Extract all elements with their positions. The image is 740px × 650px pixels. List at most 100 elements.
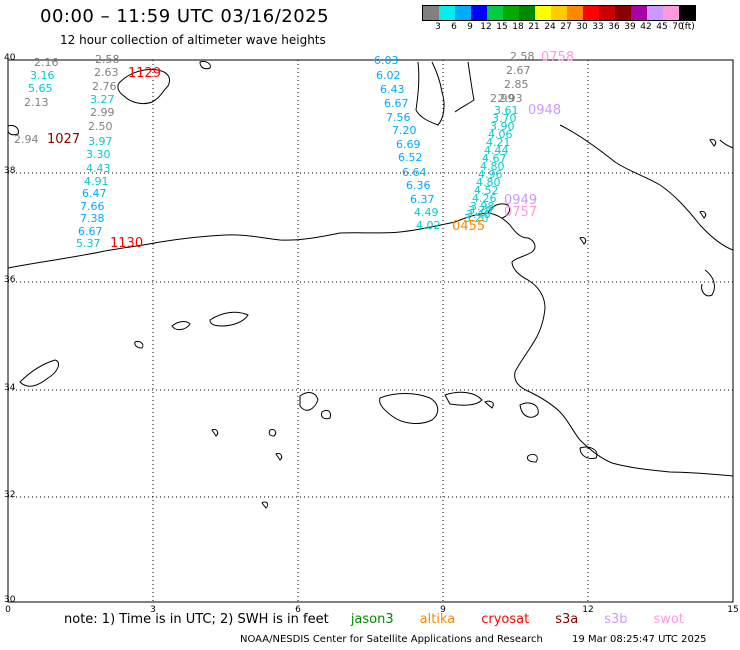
gulf-of-tunis <box>487 203 511 219</box>
wave-height-label: 6.64 <box>402 166 427 179</box>
footer-note: note: 1) Time is in UTC; 2) SWH is in fe… <box>64 612 728 627</box>
wave-height-label: 2.50 <box>88 120 113 133</box>
island-galite <box>209 311 249 327</box>
credit-timestamp: 19 Mar 08:25:47 UTC 2025 <box>572 634 707 645</box>
wave-height-label: 2.67 <box>506 64 531 77</box>
legend-tick-label: 30 <box>576 22 588 32</box>
legend-swatch <box>663 6 679 20</box>
pass-time-label: 1129 <box>128 66 161 81</box>
wave-height-label: 3.70 <box>492 112 517 125</box>
longitude-tick-label: 12 <box>582 605 593 615</box>
map-title: 00:00 – 11:59 UTC 03/16/2025 <box>40 6 330 27</box>
island-small-11 <box>261 501 269 509</box>
latitude-tick-label: 38 <box>4 166 16 176</box>
longitude-tick-label: 3 <box>150 605 156 615</box>
legend-swatch <box>631 6 647 20</box>
satellite-s3b: s3b <box>604 612 628 627</box>
sardinia-east <box>454 61 475 113</box>
longitude-tick-label: 6 <box>295 605 301 615</box>
wave-height-label: 3.90 <box>490 120 515 133</box>
island-small-7 <box>579 446 598 459</box>
satellite-jason3: jason3 <box>350 612 394 627</box>
legend-swatch <box>615 6 631 20</box>
note-text: note: 1) Time is in UTC; 2) SWH is in fe… <box>64 612 329 627</box>
wave-height-label: 7.20 <box>392 124 417 137</box>
wave-height-label: 2.58 <box>95 53 120 66</box>
coastlines <box>7 61 734 509</box>
wave-height-label: 4.80 <box>480 160 505 173</box>
island-kerkennah <box>134 341 144 349</box>
credit-line: NOAA/NESDIS Center for Satellite Applica… <box>240 634 707 645</box>
latitude-tick-label: 30 <box>4 595 16 605</box>
wave-height-label: 6.37 <box>410 193 435 206</box>
satellite-altika: altika <box>419 612 456 627</box>
island-djerba <box>19 359 59 387</box>
wave-height-label: 6.03 <box>374 54 399 67</box>
legend-swatch <box>519 6 535 20</box>
island-small-3 <box>299 392 319 411</box>
wave-height-label: 3.97 <box>88 135 113 148</box>
wave-height-label: 3.46 <box>466 208 491 221</box>
wave-height-label: 6.67 <box>384 97 409 110</box>
wave-height-label: 4.26 <box>472 192 497 205</box>
legend-tick-label: 18 <box>512 22 524 32</box>
legend-swatches <box>422 5 696 21</box>
island-pantelleria <box>171 321 191 331</box>
pass-time-label: 0949 <box>504 193 537 208</box>
longitude-tick-label: 0 <box>5 605 11 615</box>
wave-height-label: 4.44 <box>484 144 509 157</box>
longitude-tick-label: 9 <box>440 605 446 615</box>
legend-swatch <box>599 6 615 20</box>
wave-height-label: 2.16 <box>34 56 59 69</box>
wave-height-label: 4.91 <box>84 175 109 188</box>
sicily-east <box>719 139 734 149</box>
wave-height-label: 2.63 <box>94 66 119 79</box>
wave-height-label: 7.66 <box>80 200 105 213</box>
wave-height-label: 4.06 <box>488 128 513 141</box>
legend-tick-label: 36 <box>608 22 620 32</box>
legend-swatch <box>487 6 503 20</box>
mallorca-coast <box>117 69 171 105</box>
wave-height-label: 2.85 <box>504 78 529 91</box>
satellite-s3a: s3a <box>555 612 579 627</box>
wave-height-label: 4.52 <box>474 184 499 197</box>
wave-height-label: 3.27 <box>90 93 115 106</box>
pass-time-label: 1130 <box>110 236 143 251</box>
wave-height-labels: 2.16 2.583.16 2.635.65 2.762.13 3.272.992.50… <box>14 50 535 250</box>
latitude-labels: 40 38 36 34 32 30 <box>4 53 16 605</box>
wave-height-label: 3.98 <box>470 200 495 213</box>
legend-swatch <box>583 6 599 20</box>
wave-height-label: 5.37 <box>76 237 101 250</box>
sicily-coast <box>701 269 715 297</box>
wave-height-label: 3.20 <box>464 212 489 225</box>
wave-height-label: 2.99 <box>490 92 515 105</box>
wave-height-label: 4.02 <box>416 219 441 232</box>
legend-swatch <box>551 6 567 20</box>
ibiza-coast <box>7 125 19 136</box>
legend-tick-label: 12 <box>480 22 492 32</box>
legend-tick-label: (ft) <box>681 22 695 32</box>
wave-height-label: 6.36 <box>406 179 431 192</box>
pass-time-label: 0757 <box>504 205 537 220</box>
map-frame <box>7 59 734 603</box>
legend-tick-label: 33 <box>592 22 604 32</box>
legend-tick-label: 15 <box>496 22 508 32</box>
wave-height-label: 3.70 <box>468 204 493 217</box>
wave-height-label: 7.38 <box>80 212 105 225</box>
italy-coast <box>559 124 734 251</box>
wave-height-label: 2.76 <box>92 80 117 93</box>
wave-height-label: 6.52 <box>398 151 423 164</box>
legend-tick-label: 9 <box>467 22 473 32</box>
legend-ticks: 3 6 9 12 15 18 21 24 27 30 33 36 39 42 45 70 (ft) <box>422 21 696 35</box>
island-small-8 <box>527 453 538 463</box>
north-africa-coast <box>7 212 734 477</box>
island-small-9 <box>709 139 717 147</box>
island-small-10 <box>484 400 494 409</box>
longitude-labels: 0 3 6 9 12 15 <box>5 605 739 615</box>
legend-swatch <box>439 6 455 20</box>
latitude-tick-label: 34 <box>4 383 16 393</box>
wave-height-label: 2.58 <box>510 50 535 63</box>
wave-height-label: 4.67 <box>482 152 507 165</box>
legend-swatch <box>679 6 695 20</box>
longitude-tick-label: 15 <box>727 605 738 615</box>
